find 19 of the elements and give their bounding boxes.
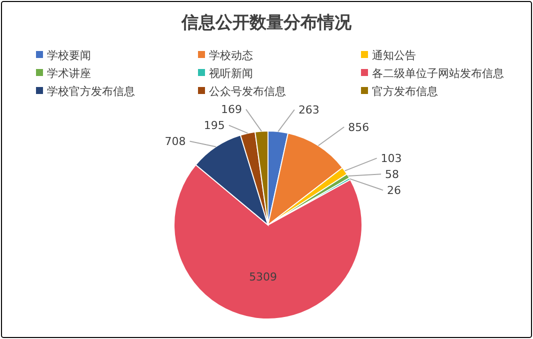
chart-title: 信息公开数量分布情况 xyxy=(180,13,352,33)
data-label: 58 xyxy=(385,168,399,182)
data-label: 856 xyxy=(348,120,370,134)
legend-label: 各二级单位子网站发布信息 xyxy=(372,66,504,80)
data-label: 195 xyxy=(204,119,225,132)
data-label: 708 xyxy=(164,135,186,148)
legend-label: 学校官方发布信息 xyxy=(47,84,135,98)
data-label: 5309 xyxy=(249,270,278,284)
data-label: 169 xyxy=(220,103,242,116)
legend-label: 学校动态 xyxy=(209,48,253,62)
data-label: 263 xyxy=(298,104,320,117)
data-label: 26 xyxy=(387,184,402,198)
legend-label: 通知公告 xyxy=(372,48,416,62)
legend-label: 公众号发布信息 xyxy=(209,84,286,98)
legend-label: 官方发布信息 xyxy=(372,84,438,98)
data-label: 103 xyxy=(380,152,402,166)
legend-label: 学术讲座 xyxy=(47,66,91,80)
legend-label: 学校要闻 xyxy=(47,48,91,62)
legend-label: 视听新闻 xyxy=(209,66,253,80)
